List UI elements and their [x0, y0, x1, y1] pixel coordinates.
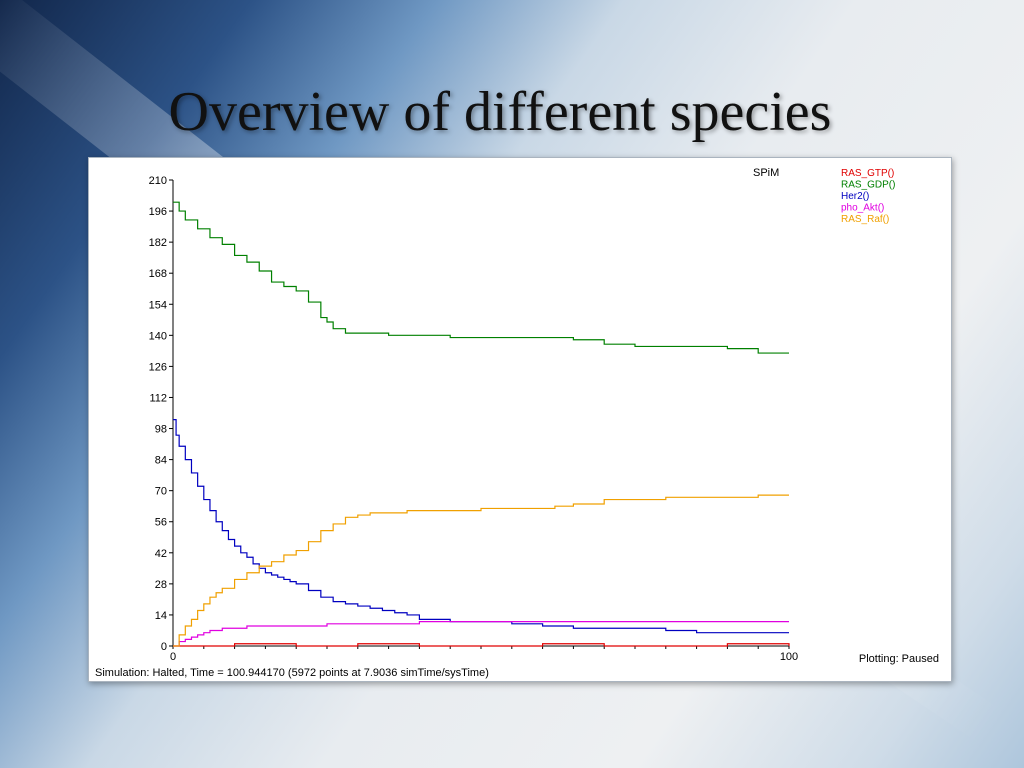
x-tick-label: 0: [170, 651, 176, 663]
y-tick-label: 168: [149, 268, 167, 280]
chart-axes: 0 14 28 42 56 70 84 98 112 126 140 154 168 182 196 210 0…: [149, 175, 799, 663]
y-tick-label: 70: [155, 486, 167, 498]
y-tick-label: 210: [149, 175, 167, 187]
series-line-ras-gtp: [173, 643, 790, 647]
chart-legend: RAS_GTP()RAS_GDP()Her2()pho_Akt()RAS_Raf…: [841, 168, 895, 225]
y-tick-label: 112: [149, 392, 167, 404]
series-line-ras-raf: [173, 494, 789, 647]
legend-entry-her2: Her2(): [841, 191, 869, 202]
legend-entry-ras-gdp: RAS_GDP(): [841, 180, 895, 191]
y-tick-label: 84: [155, 455, 167, 467]
line-chart: 0 14 28 42 56 70 84 98 112 126 140 154 168 182 196 210 0…: [149, 167, 896, 663]
y-tick-label: 196: [149, 206, 167, 218]
y-tick-label: 182: [149, 237, 167, 249]
y-tick-label: 126: [149, 361, 167, 373]
spim-plot-window: 0 14 28 42 56 70 84 98 112 126 140 154 168 182 196 210 0…: [88, 157, 952, 682]
slide-title: Overview of different species: [168, 81, 832, 143]
y-tick-label: 56: [155, 517, 167, 529]
x-tick-label: 100: [780, 651, 798, 663]
chart-series-layer: [173, 201, 790, 647]
y-tick-label: 0: [161, 641, 167, 653]
spim-brand-label: SPiM: [753, 167, 779, 179]
y-tick-label: 98: [155, 424, 167, 436]
y-tick-label: 14: [155, 610, 167, 622]
series-line-pho-akt: [173, 620, 789, 647]
series-line-her2: [173, 419, 789, 634]
plotting-status: Plotting: Paused: [858, 653, 939, 665]
y-tick-label: 140: [149, 330, 167, 342]
simulation-status: Simulation: Halted, Time = 100.944170 (5…: [95, 667, 489, 679]
y-tick-label: 28: [155, 579, 167, 591]
series-line-ras-gdp: [173, 201, 789, 354]
y-tick-label: 42: [155, 548, 167, 560]
legend-entry-ras-gtp: RAS_GTP(): [841, 168, 894, 179]
y-tick-label: 154: [149, 299, 167, 311]
legend-entry-pho-akt: pho_Akt(): [841, 203, 884, 214]
legend-entry-ras-raf: RAS_Raf(): [841, 214, 889, 225]
